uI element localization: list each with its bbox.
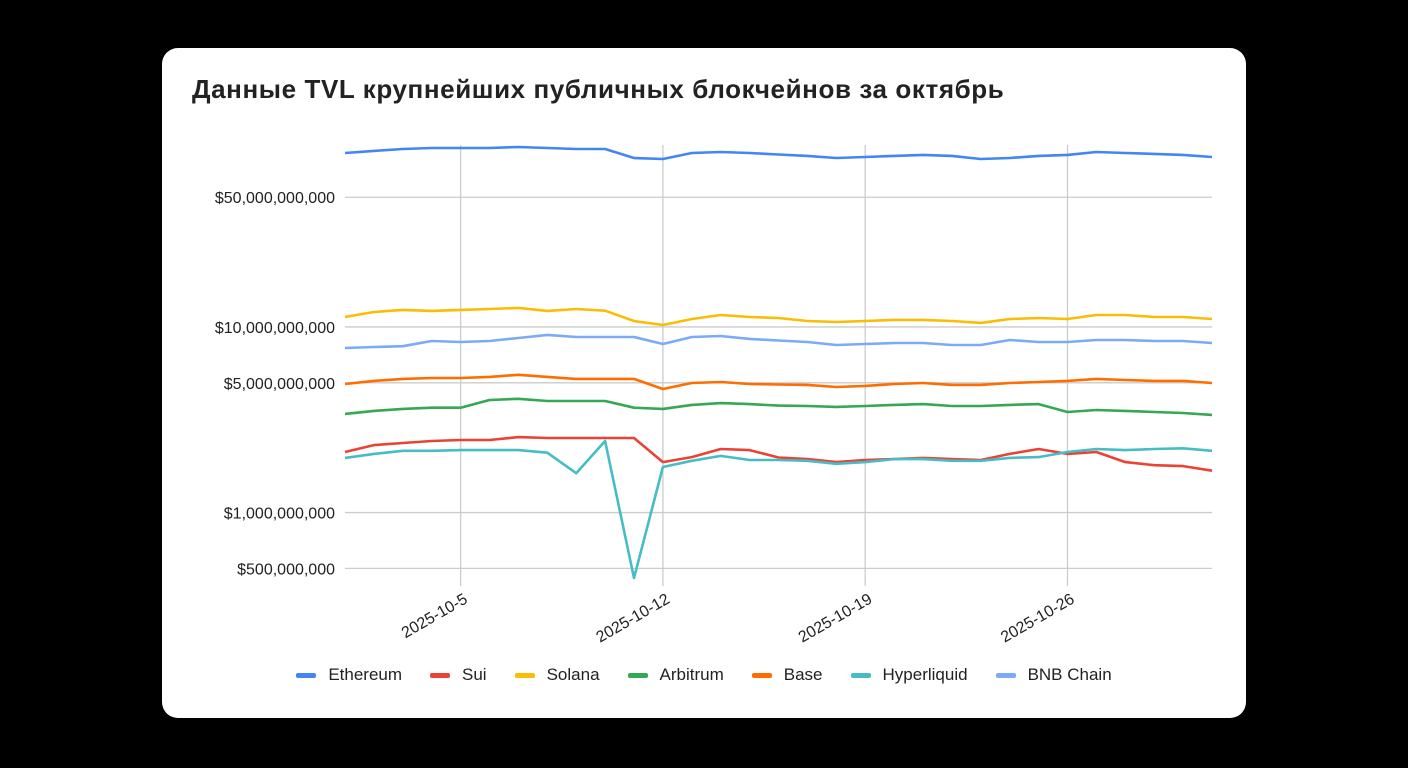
x-tick-label: 2025-10-19 <box>796 591 875 647</box>
x-tick-label: 2025-10-12 <box>594 591 673 647</box>
legend-label: Sui <box>462 665 487 684</box>
y-tick-label: $5,000,000,000 <box>224 376 335 393</box>
legend-swatch <box>430 672 451 678</box>
legend-item: BNB Chain <box>995 665 1112 685</box>
legend-item: Sui <box>430 665 487 685</box>
legend-swatch <box>627 672 648 678</box>
legend-item: Ethereum <box>296 665 402 685</box>
legend-label: Arbitrum <box>659 665 724 684</box>
chart-title: Данные TVL крупнейших публичных блокчейн… <box>192 74 1005 104</box>
y-tick-label: $50,000,000,000 <box>215 190 335 207</box>
legend-label: Hyperliquid <box>882 665 968 684</box>
legend-label: Base <box>783 665 823 684</box>
series-line-arbitrum <box>344 397 1213 417</box>
series-line-ethereum <box>344 145 1213 161</box>
legend-item: Base <box>751 665 823 685</box>
legend-swatch <box>514 672 535 678</box>
legend-label: Ethereum <box>328 665 403 684</box>
legend-label: Solana <box>546 665 600 684</box>
x-tick-label: 2025-10-26 <box>998 591 1077 647</box>
series-line-base <box>344 373 1213 391</box>
series-line-hyperliquid <box>344 439 1213 580</box>
legend: Ethereum Sui Solana Arbitrum Base Hyperliquid… <box>162 665 1246 685</box>
series-line-bnb-chain <box>344 333 1213 350</box>
legend-item: Arbitrum <box>627 665 724 685</box>
y-tick-label: $500,000,000 <box>237 561 335 578</box>
legend-swatch <box>995 672 1016 678</box>
y-tick-label: $10,000,000,000 <box>215 320 335 337</box>
series-line-solana <box>344 306 1213 327</box>
y-tick-label: $1,000,000,000 <box>224 506 335 523</box>
legend-swatch <box>850 672 871 678</box>
series-line-sui <box>344 435 1213 472</box>
legend-label: BNB Chain <box>1027 665 1112 684</box>
legend-swatch <box>296 672 317 678</box>
legend-swatch <box>751 672 772 678</box>
chart-card: Данные TVL крупнейших публичных блокчейн… <box>162 48 1246 718</box>
line-chart: $50,000,000,000 $10,000,000,000 $5,000,000… <box>215 145 1213 647</box>
legend-item: Hyperliquid <box>850 665 968 685</box>
x-tick-label: 2025-10-5 <box>399 591 471 642</box>
legend-item: Solana <box>514 665 600 685</box>
